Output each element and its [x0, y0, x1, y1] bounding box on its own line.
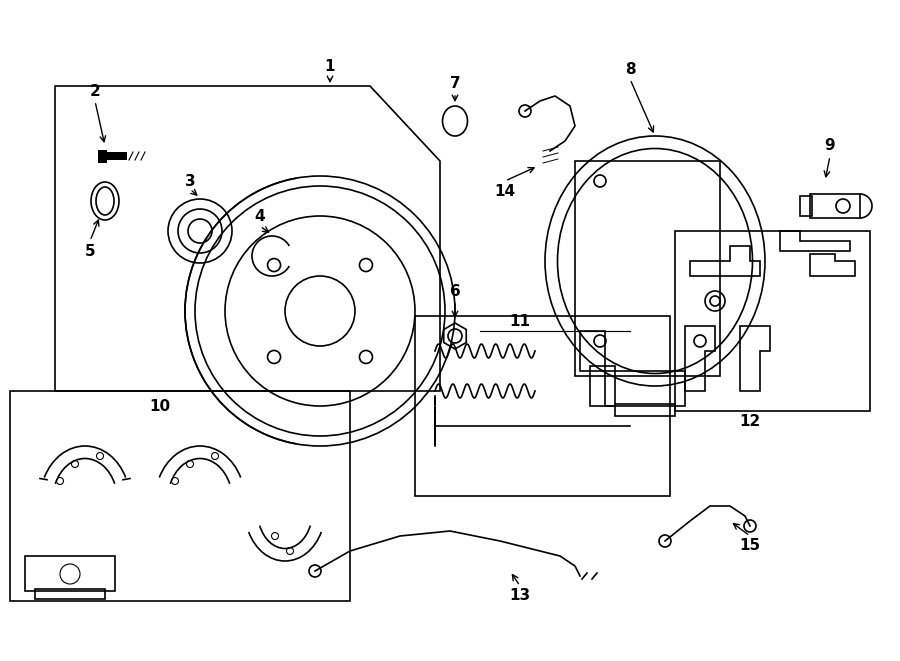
Text: 7: 7 — [450, 75, 460, 91]
Bar — [675, 231, 870, 411]
Bar — [105, 152, 127, 160]
Bar — [615, 404, 675, 416]
Text: 10: 10 — [149, 399, 171, 414]
Text: 6: 6 — [450, 284, 461, 299]
Text: 4: 4 — [255, 208, 266, 223]
Bar — [98, 149, 107, 163]
Text: 14: 14 — [494, 184, 516, 198]
Text: 13: 13 — [509, 588, 531, 603]
Text: 8: 8 — [625, 61, 635, 77]
Bar — [35, 589, 105, 599]
Bar — [10, 391, 350, 601]
Bar — [605, 371, 685, 406]
Text: 9: 9 — [824, 139, 835, 153]
Text: 12: 12 — [740, 414, 760, 428]
Bar — [590, 366, 615, 406]
Bar — [810, 194, 860, 218]
Text: 15: 15 — [740, 539, 760, 553]
Text: 3: 3 — [184, 173, 195, 188]
Text: 11: 11 — [509, 313, 530, 329]
Bar — [580, 331, 605, 371]
Text: 5: 5 — [85, 243, 95, 258]
Text: 2: 2 — [90, 83, 101, 98]
Bar — [415, 316, 670, 496]
Bar — [25, 556, 115, 591]
Bar — [800, 196, 812, 216]
Text: 1: 1 — [325, 59, 335, 73]
